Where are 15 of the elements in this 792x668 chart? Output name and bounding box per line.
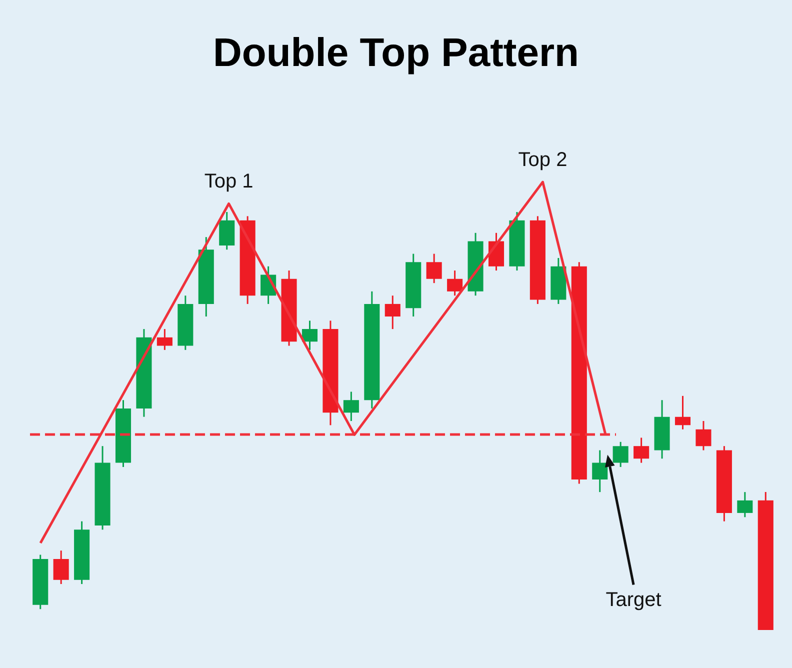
candlestick: [343, 390, 359, 422]
annotation: Target: [606, 588, 662, 612]
candlestick: [53, 550, 69, 585]
chart-title: Double Top Pattern: [213, 31, 579, 75]
candlestick: [696, 420, 712, 452]
candlestick: [384, 294, 400, 330]
candlestick: [156, 328, 172, 351]
candlestick: [302, 320, 318, 351]
candlestick: [426, 253, 442, 284]
candlestick: [634, 436, 650, 464]
candlestick: [737, 491, 753, 518]
annotation: Top 1: [204, 170, 254, 193]
annotation: Top 2: [518, 149, 568, 171]
candlestick: [447, 270, 463, 296]
candlestick: [674, 395, 691, 430]
